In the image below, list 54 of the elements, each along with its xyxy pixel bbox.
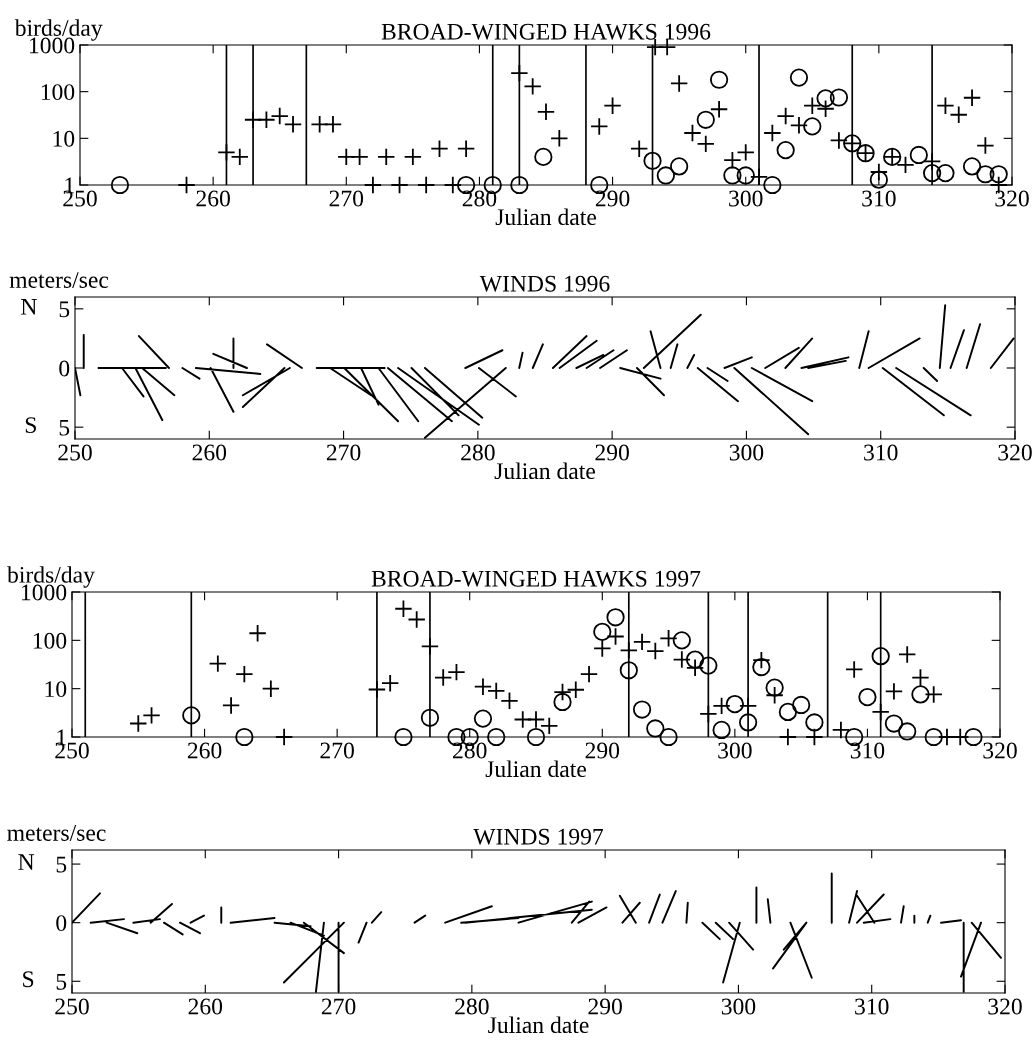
y-tick-label: 5 xyxy=(59,301,70,318)
x-axis-title: Julian date xyxy=(488,1016,589,1034)
text: N xyxy=(18,854,35,870)
x-tick-label: 300 xyxy=(729,444,764,461)
x-tick-label: 260 xyxy=(188,998,223,1015)
x-tick-label: 270 xyxy=(321,998,356,1015)
x-tick-label: 270 xyxy=(320,742,354,759)
chart-title: BROAD-WINGED HAWKS 1997 xyxy=(371,570,701,587)
y-tick-label: 100 xyxy=(33,632,67,649)
x-tick-label: 280 xyxy=(462,190,497,207)
x-tick-label: 320 xyxy=(995,190,1029,207)
y-tick-label: 10 xyxy=(45,681,67,698)
x-tick-label: 250 xyxy=(58,444,92,461)
x-tick-label: 280 xyxy=(455,998,489,1015)
x-tick-label: 250 xyxy=(55,998,89,1015)
text: S xyxy=(23,971,34,988)
x-tick-label: 310 xyxy=(855,998,889,1015)
text: N xyxy=(21,299,37,315)
x-tick-label: 300 xyxy=(718,742,752,759)
chart-title: BROAD-WINGED HAWKS 1996 xyxy=(381,23,711,40)
x-axis-title: Julian date xyxy=(495,208,596,226)
chart-title: WINDS 1997 xyxy=(473,828,604,845)
x-tick-label: 260 xyxy=(187,742,222,759)
y-tick-label: 10 xyxy=(53,130,75,147)
y-axis-title: meters/sec xyxy=(7,825,106,841)
x-tick-label: 280 xyxy=(453,742,487,759)
chart-title: WINDS 1996 xyxy=(479,275,610,292)
y-axis-title: meters/sec xyxy=(9,272,109,288)
y-tick-label: 5 xyxy=(59,419,70,436)
x-tick-label: 310 xyxy=(862,190,896,207)
x-tick-label: 320 xyxy=(983,742,1017,759)
x-tick-label: 320 xyxy=(998,444,1032,461)
x-tick-label: 310 xyxy=(864,444,898,461)
x-tick-label: 270 xyxy=(326,444,361,461)
x-tick-label: 280 xyxy=(461,444,495,461)
x-tick-label: 260 xyxy=(196,190,230,207)
x-tick-label: 300 xyxy=(721,998,756,1015)
x-tick-label: 290 xyxy=(588,998,622,1015)
x-tick-label: 290 xyxy=(595,444,629,461)
y-tick-label: 5 xyxy=(56,974,67,990)
x-tick-label: 310 xyxy=(850,742,885,759)
x-tick-label: 260 xyxy=(192,444,227,461)
x-tick-label: 270 xyxy=(329,190,364,207)
y-tick-label: 0 xyxy=(59,360,70,377)
x-tick-label: 300 xyxy=(729,190,763,207)
x-tick-label: 290 xyxy=(595,190,630,207)
x-tick-label: 290 xyxy=(585,742,620,759)
x-axis-title: Julian date xyxy=(494,462,595,480)
text: S xyxy=(25,417,36,434)
x-tick-label: 320 xyxy=(988,998,1022,1015)
x-axis-title: Julian date xyxy=(485,760,586,778)
y-tick-label: 5 xyxy=(56,856,67,873)
y-tick-label: 100 xyxy=(41,84,75,101)
y-tick-label: 0 xyxy=(56,915,67,932)
